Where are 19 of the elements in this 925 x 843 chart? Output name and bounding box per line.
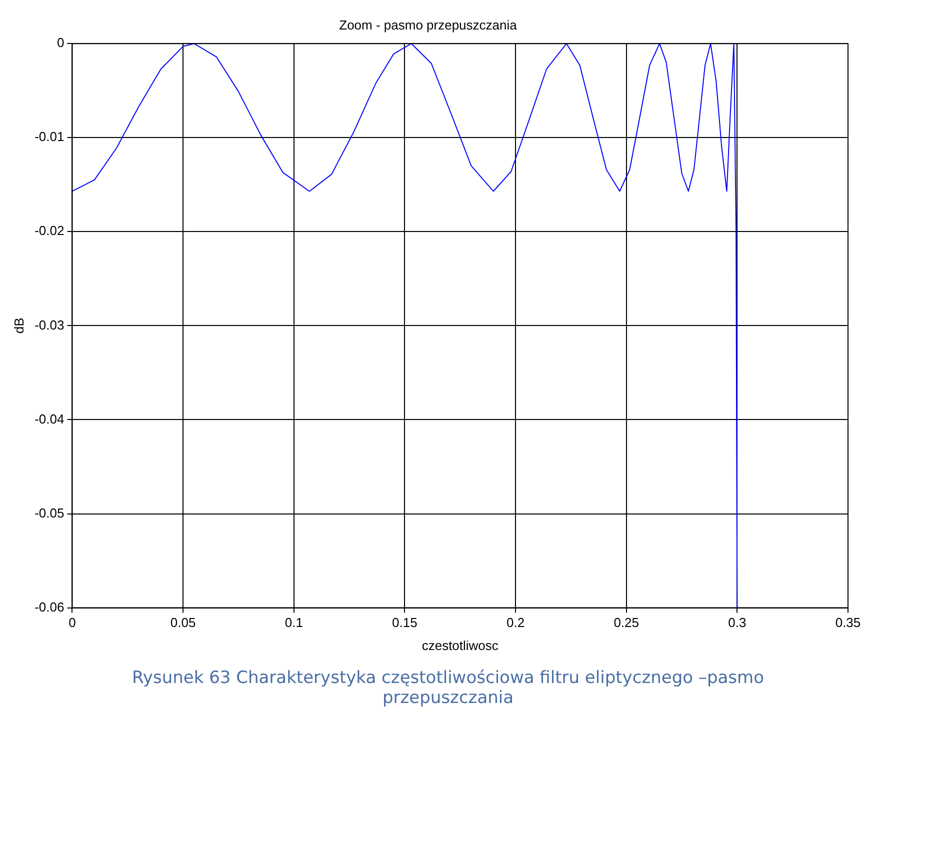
x-tick-label: 0 (68, 615, 76, 630)
y-tick-label: -0.05 (34, 505, 64, 520)
x-tick-label: 0.05 (170, 615, 196, 630)
text: Rysunek 63 Charakterystyka częstotliwościowa filtru eliptycznego –pasmo przepuszczania (131, 667, 765, 710)
y-axis-title: dB (11, 318, 26, 334)
x-tick-label: 0.25 (614, 615, 640, 630)
chart-title: Zoom - pasmo przepuszczania (339, 17, 518, 32)
y-tick-label: -0.06 (34, 599, 64, 614)
y-tick-label: -0.02 (34, 223, 64, 238)
y-tick-label: 0 (56, 35, 64, 50)
y-tick-label: -0.04 (34, 411, 64, 426)
y-tick-label: -0.01 (34, 129, 64, 144)
x-tick-label: 0.15 (392, 615, 418, 630)
y-tick-label: -0.03 (34, 317, 64, 332)
x-tick-label: 0.35 (835, 615, 861, 630)
x-tick-label: 0.2 (506, 615, 525, 630)
x-tick-label: 0.3 (728, 615, 746, 630)
x-tick-label: 0.1 (284, 615, 303, 630)
x-axis-title: czestotliwosc (422, 638, 499, 653)
